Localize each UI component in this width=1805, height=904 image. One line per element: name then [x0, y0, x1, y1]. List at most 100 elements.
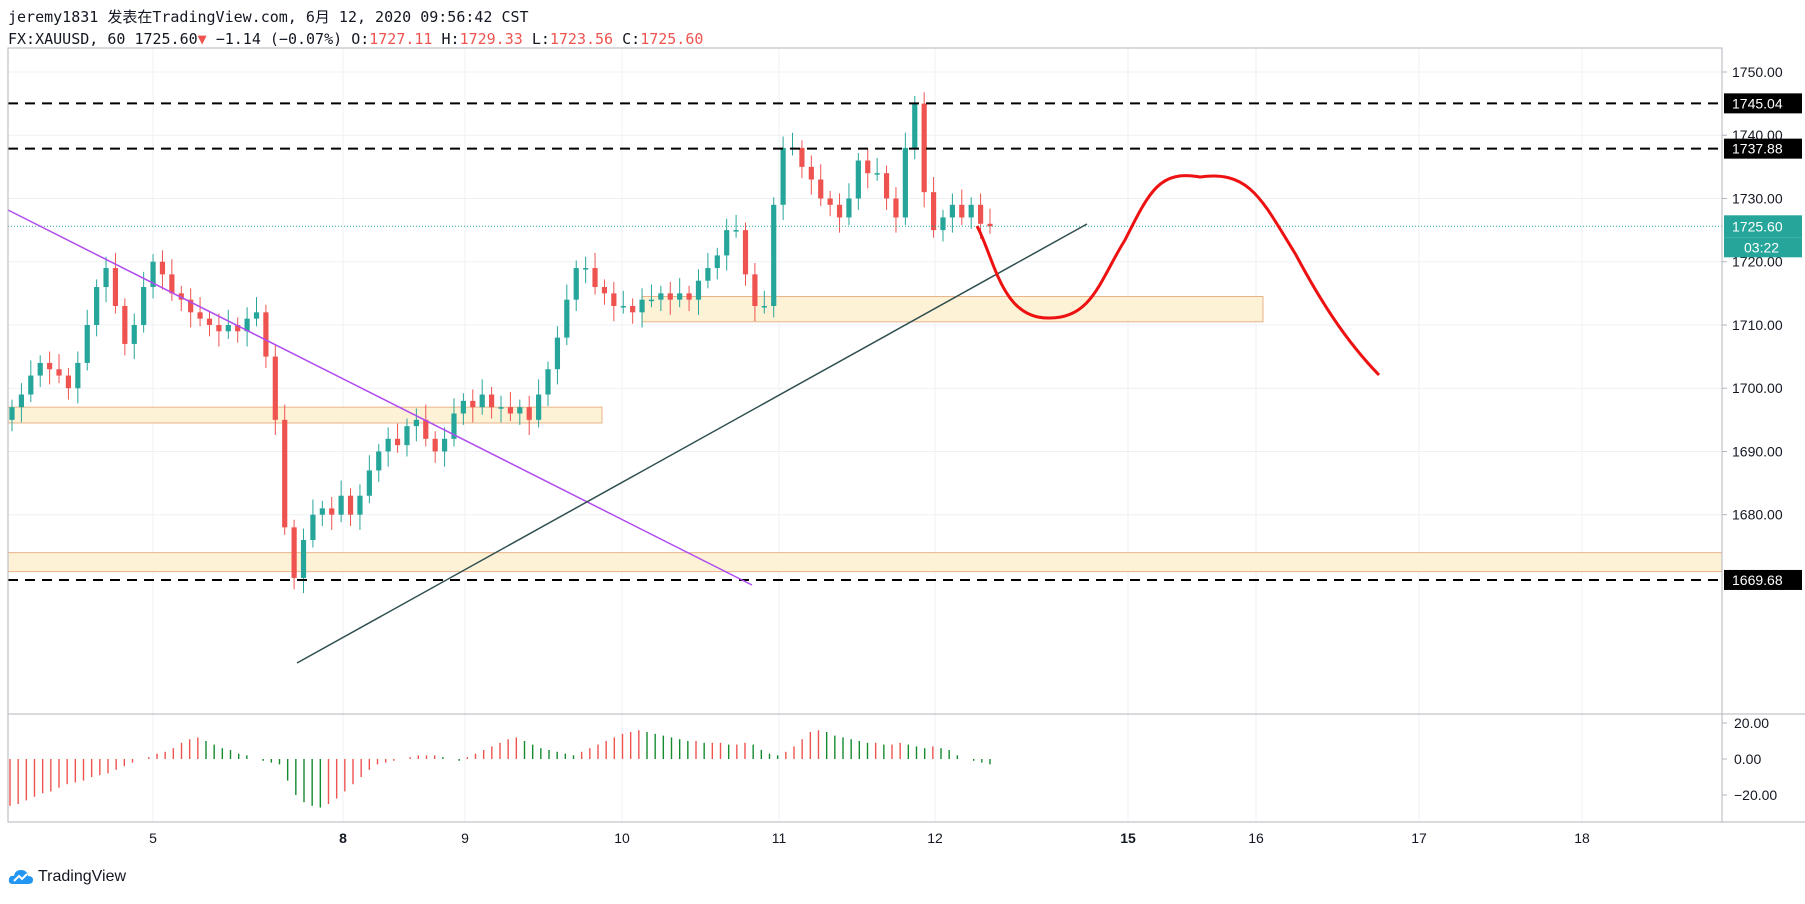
time-tick-label: 16 [1248, 830, 1264, 846]
chart-grid [8, 48, 1722, 822]
open-label: O: [351, 30, 370, 48]
time-tick-label: 8 [339, 830, 347, 846]
candle-body [667, 293, 673, 300]
candle-body [498, 407, 504, 409]
candle-body [253, 312, 260, 319]
candle-body [282, 419, 288, 528]
candle-body [103, 268, 109, 288]
candle-body [94, 287, 100, 325]
candle-body [583, 268, 589, 270]
candle-body [921, 103, 927, 193]
time-tick-label: 9 [461, 830, 469, 846]
time-tick-label: 18 [1574, 830, 1590, 846]
symbol-interval[interactable]: FX:XAUUSD, 60 [8, 30, 126, 48]
candle-body [451, 413, 457, 439]
candle-body [347, 495, 354, 515]
candle-body [771, 204, 777, 306]
candle-body [197, 312, 203, 319]
candle-body [902, 147, 908, 218]
level-price-label: 1737.88 [1732, 141, 1783, 157]
candle-body [987, 223, 993, 227]
candle-body [808, 166, 814, 180]
price-tick-label: 1680.00 [1732, 507, 1783, 523]
price-axis[interactable]: 1750.001740.001730.001720.001710.001700.… [1722, 64, 1802, 803]
ascending-trendline [296, 223, 1088, 664]
candle-body [188, 299, 194, 313]
candle-body [423, 419, 429, 439]
candle-body [169, 274, 175, 294]
candle-body [846, 198, 852, 218]
last-price-tag [1724, 215, 1802, 238]
time-tick-label: 5 [149, 830, 157, 846]
candle-body [742, 230, 749, 275]
candle-body [554, 337, 561, 370]
level-price-tag [1724, 93, 1802, 114]
candle-body [799, 147, 805, 167]
ohlc-legend: FX:XAUUSD, 60 1725.60▼ −1.14 (−0.07%) O:… [8, 30, 703, 48]
candle-body [752, 274, 758, 306]
close-label: C: [622, 30, 641, 48]
candle-body [65, 375, 72, 389]
candle-body [404, 426, 410, 446]
candle-body [780, 147, 786, 205]
candle-body [366, 470, 372, 496]
candle-body [940, 217, 946, 231]
candle-body [75, 362, 81, 389]
candle-body [150, 261, 156, 288]
candle-body [545, 369, 551, 395]
candle-body [28, 375, 34, 395]
candle-body [159, 261, 166, 275]
candle-body [131, 324, 137, 344]
candle-body [206, 318, 213, 325]
candle-body [300, 539, 307, 578]
candle-body [714, 255, 720, 269]
candle-body [930, 192, 937, 231]
oscillator-series [9, 730, 991, 808]
low-value: 1723.56 [549, 30, 614, 48]
candle-body [84, 324, 90, 363]
candle-body [9, 407, 15, 420]
price-change: −1.14 (−0.07%) [215, 30, 343, 48]
candle-body [18, 394, 25, 408]
candle-body [488, 394, 495, 408]
candle-body [376, 451, 382, 471]
candle-body [460, 400, 466, 414]
high-label: H: [441, 30, 460, 48]
time-tick-label: 15 [1120, 830, 1136, 846]
candle-body [225, 324, 231, 332]
price-tick-label: 1710.00 [1732, 317, 1783, 333]
candle-body [827, 198, 833, 205]
candle-body [686, 293, 692, 300]
chart-frame [7, 47, 1805, 823]
forecast-curve [975, 174, 1381, 377]
tradingview-cloud-icon [8, 870, 33, 884]
time-axis[interactable]: 5 8 9 10 11 12 15 16 17 18 [149, 830, 1590, 846]
high-value: 1729.33 [459, 30, 523, 48]
candle-body [630, 305, 636, 313]
time-tick-label: 12 [927, 830, 943, 846]
candle-body [536, 394, 542, 420]
candle-body [385, 438, 391, 452]
chart-border [7, 47, 1723, 823]
candle-body [329, 508, 335, 515]
candle-body [893, 198, 899, 218]
candle-body [37, 362, 43, 376]
candle-body [141, 287, 147, 325]
time-tick-label: 17 [1411, 830, 1427, 846]
oscillator-tick-label: 20.00 [1734, 715, 1769, 731]
chart-title-line: jeremy1831 发表在TradingView.com, 6月 12, 20… [8, 6, 529, 27]
candle-body [977, 204, 984, 224]
candle-body [338, 495, 344, 515]
candle-body [611, 293, 617, 306]
level-price-tag [1724, 569, 1802, 590]
drawings [7, 102, 1722, 664]
candle-body [601, 287, 608, 294]
publish-info: jeremy1831 发表在TradingView.com, 6月 12, 20… [8, 8, 529, 26]
candle-body [677, 293, 683, 300]
tradingview-logo[interactable]: TradingView [8, 868, 126, 886]
candle-body [761, 305, 767, 308]
candle-body [470, 400, 476, 408]
candle-body [855, 160, 861, 199]
candle-body [310, 514, 316, 540]
